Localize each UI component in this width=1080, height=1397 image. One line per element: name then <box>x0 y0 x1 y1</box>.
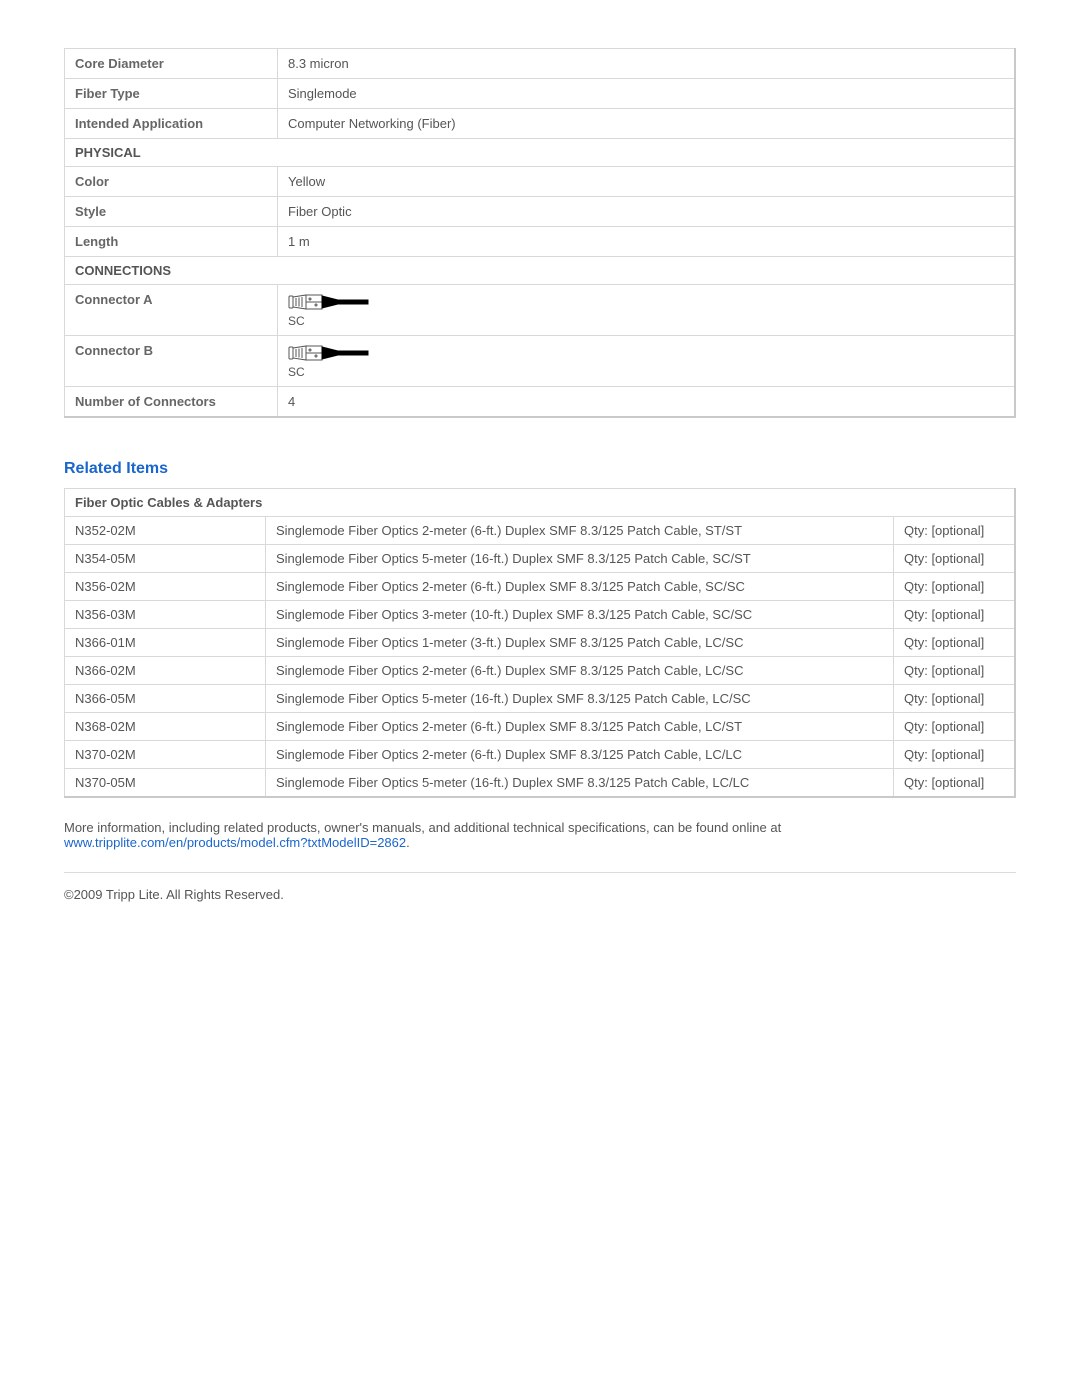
related-item-qty: Qty: [optional] <box>894 601 1016 629</box>
product-link[interactable]: www.tripplite.com/en/products/model.cfm?… <box>64 835 406 850</box>
related-items-table: Fiber Optic Cables & Adapters N352-02MSi… <box>64 488 1016 798</box>
more-info: More information, including related prod… <box>64 820 1016 850</box>
related-item-sku: N368-02M <box>65 713 266 741</box>
related-item-sku: N356-03M <box>65 601 266 629</box>
related-item-row: N370-05MSinglemode Fiber Optics 5-meter … <box>65 769 1016 798</box>
related-item-qty: Qty: [optional] <box>894 769 1016 798</box>
spec-row: Number of Connectors4 <box>65 387 1016 418</box>
spec-value: Yellow <box>278 167 1016 197</box>
spec-row: Core Diameter8.3 micron <box>65 49 1016 79</box>
related-item-row: N366-02MSinglemode Fiber Optics 2-meter … <box>65 657 1016 685</box>
related-category-header: Fiber Optic Cables & Adapters <box>65 489 1016 517</box>
spec-label: Connector B <box>65 336 278 387</box>
spec-row: Connector B SC <box>65 336 1016 387</box>
spec-value: 4 <box>278 387 1016 418</box>
related-item-sku: N356-02M <box>65 573 266 601</box>
related-item-qty: Qty: [optional] <box>894 713 1016 741</box>
related-item-sku: N366-02M <box>65 657 266 685</box>
related-item-desc: Singlemode Fiber Optics 2-meter (6-ft.) … <box>266 517 894 545</box>
related-item-qty: Qty: [optional] <box>894 741 1016 769</box>
related-item-row: N366-05MSinglemode Fiber Optics 5-meter … <box>65 685 1016 713</box>
connector-type-label: SC <box>288 314 1004 328</box>
spec-row: Connector A SC <box>65 285 1016 336</box>
spec-label: Color <box>65 167 278 197</box>
spec-row: Length1 m <box>65 227 1016 257</box>
spec-table: Core Diameter8.3 micronFiber TypeSinglem… <box>64 48 1016 418</box>
related-category-row: Fiber Optic Cables & Adapters <box>65 489 1016 517</box>
related-item-row: N352-02MSinglemode Fiber Optics 2-meter … <box>65 517 1016 545</box>
spec-section-header: PHYSICAL <box>65 139 1016 167</box>
spec-value: 8.3 micron <box>278 49 1016 79</box>
spec-label: Intended Application <box>65 109 278 139</box>
page: Core Diameter8.3 micronFiber TypeSinglem… <box>0 0 1080 1397</box>
related-item-desc: Singlemode Fiber Optics 1-meter (3-ft.) … <box>266 629 894 657</box>
connector-type-label: SC <box>288 365 1004 379</box>
spec-row: PHYSICAL <box>65 139 1016 167</box>
related-item-sku: N370-05M <box>65 769 266 798</box>
related-item-desc: Singlemode Fiber Optics 5-meter (16-ft.)… <box>266 769 894 798</box>
related-item-qty: Qty: [optional] <box>894 629 1016 657</box>
related-item-desc: Singlemode Fiber Optics 2-meter (6-ft.) … <box>266 741 894 769</box>
spec-value: Fiber Optic <box>278 197 1016 227</box>
more-info-text: More information, including related prod… <box>64 820 781 835</box>
related-item-desc: Singlemode Fiber Optics 2-meter (6-ft.) … <box>266 573 894 601</box>
related-item-row: N370-02MSinglemode Fiber Optics 2-meter … <box>65 741 1016 769</box>
related-item-sku: N370-02M <box>65 741 266 769</box>
related-item-qty: Qty: [optional] <box>894 657 1016 685</box>
spec-label: Number of Connectors <box>65 387 278 418</box>
related-item-qty: Qty: [optional] <box>894 685 1016 713</box>
copyright: ©2009 Tripp Lite. All Rights Reserved. <box>64 887 1016 902</box>
spec-row: Intended ApplicationComputer Networking … <box>65 109 1016 139</box>
related-item-desc: Singlemode Fiber Optics 3-meter (10-ft.)… <box>266 601 894 629</box>
related-item-sku: N366-05M <box>65 685 266 713</box>
spec-label: Style <box>65 197 278 227</box>
spec-value: Computer Networking (Fiber) <box>278 109 1016 139</box>
spec-row: Fiber TypeSinglemode <box>65 79 1016 109</box>
related-item-qty: Qty: [optional] <box>894 517 1016 545</box>
related-item-row: N356-02MSinglemode Fiber Optics 2-meter … <box>65 573 1016 601</box>
spec-row: ColorYellow <box>65 167 1016 197</box>
related-item-row: N368-02MSinglemode Fiber Optics 2-meter … <box>65 713 1016 741</box>
spec-section-header: CONNECTIONS <box>65 257 1016 285</box>
sc-connector-icon <box>288 292 376 312</box>
spec-value: SC <box>278 336 1016 387</box>
related-items-heading: Related Items <box>64 460 1016 478</box>
spec-label: Connector A <box>65 285 278 336</box>
related-item-row: N354-05MSinglemode Fiber Optics 5-meter … <box>65 545 1016 573</box>
spec-label: Core Diameter <box>65 49 278 79</box>
spec-value: 1 m <box>278 227 1016 257</box>
related-item-row: N366-01MSinglemode Fiber Optics 1-meter … <box>65 629 1016 657</box>
related-item-sku: N352-02M <box>65 517 266 545</box>
spec-row: CONNECTIONS <box>65 257 1016 285</box>
related-item-desc: Singlemode Fiber Optics 5-meter (16-ft.)… <box>266 545 894 573</box>
spec-value: SC <box>278 285 1016 336</box>
more-info-after: . <box>406 835 410 850</box>
related-item-sku: N366-01M <box>65 629 266 657</box>
related-item-qty: Qty: [optional] <box>894 573 1016 601</box>
related-item-row: N356-03MSinglemode Fiber Optics 3-meter … <box>65 601 1016 629</box>
spec-label: Fiber Type <box>65 79 278 109</box>
related-item-desc: Singlemode Fiber Optics 5-meter (16-ft.)… <box>266 685 894 713</box>
divider <box>64 872 1016 873</box>
spec-row: StyleFiber Optic <box>65 197 1016 227</box>
related-item-qty: Qty: [optional] <box>894 545 1016 573</box>
spec-value: Singlemode <box>278 79 1016 109</box>
related-item-desc: Singlemode Fiber Optics 2-meter (6-ft.) … <box>266 713 894 741</box>
related-item-desc: Singlemode Fiber Optics 2-meter (6-ft.) … <box>266 657 894 685</box>
related-item-sku: N354-05M <box>65 545 266 573</box>
spec-label: Length <box>65 227 278 257</box>
sc-connector-icon <box>288 343 376 363</box>
